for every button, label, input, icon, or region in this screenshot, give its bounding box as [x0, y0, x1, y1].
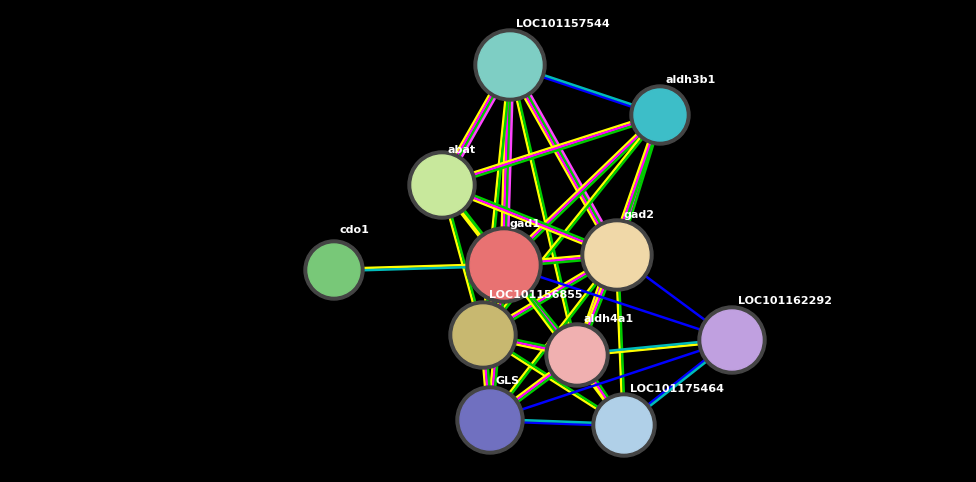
Text: cdo1: cdo1 — [340, 225, 370, 235]
Circle shape — [304, 240, 364, 300]
Circle shape — [460, 390, 520, 450]
Circle shape — [592, 393, 656, 457]
Circle shape — [698, 306, 766, 374]
Circle shape — [408, 151, 476, 219]
Circle shape — [596, 397, 652, 453]
Circle shape — [308, 244, 360, 296]
Text: gad2: gad2 — [623, 210, 654, 220]
Circle shape — [585, 223, 649, 287]
Circle shape — [549, 327, 605, 383]
Text: LOC101175464: LOC101175464 — [630, 384, 724, 394]
Circle shape — [466, 227, 542, 303]
Circle shape — [449, 301, 517, 369]
Circle shape — [545, 323, 609, 387]
Circle shape — [630, 85, 690, 145]
Circle shape — [702, 310, 762, 370]
Text: abat: abat — [448, 145, 476, 155]
Text: aldh3b1: aldh3b1 — [666, 75, 716, 85]
Text: GLS: GLS — [496, 376, 520, 386]
Circle shape — [456, 386, 524, 454]
Text: aldh4a1: aldh4a1 — [583, 314, 633, 324]
Text: LOC101162292: LOC101162292 — [738, 296, 832, 306]
Circle shape — [634, 89, 686, 141]
Circle shape — [581, 219, 653, 291]
Circle shape — [470, 231, 538, 299]
Text: LOC101156855: LOC101156855 — [489, 290, 583, 300]
Text: LOC101157544: LOC101157544 — [516, 19, 610, 29]
Text: gad1: gad1 — [510, 219, 541, 229]
Circle shape — [412, 155, 472, 215]
Circle shape — [478, 33, 542, 97]
Circle shape — [474, 29, 546, 101]
Circle shape — [453, 305, 513, 365]
